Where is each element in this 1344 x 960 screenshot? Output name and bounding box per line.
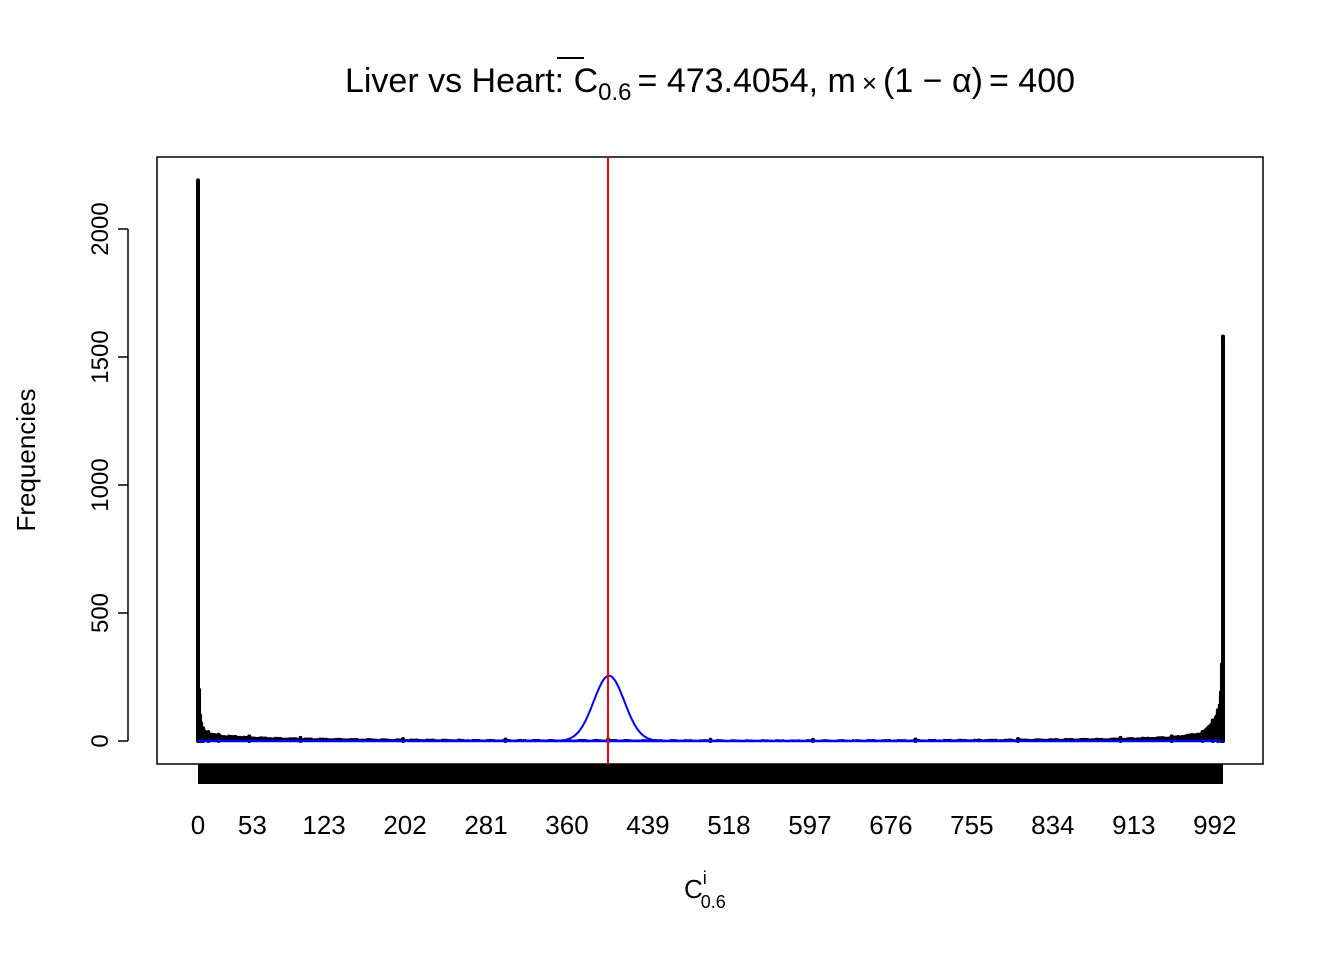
title-stat-value: = 473.4054, m xyxy=(638,62,856,100)
histogram-bars xyxy=(196,178,1225,743)
x-tick-label: 202 xyxy=(383,810,426,840)
y-axis: 0 500 1000 1500 2000 xyxy=(87,202,129,748)
x-tick-label: 0 xyxy=(191,810,205,840)
y-tick-label: 500 xyxy=(87,593,114,633)
x-tick-label: 676 xyxy=(869,810,912,840)
rug-marks xyxy=(198,764,1223,784)
x-tick-label: 53 xyxy=(238,810,267,840)
normal-curve xyxy=(198,674,1223,742)
x-tick-label: 360 xyxy=(545,810,588,840)
title-paren-expr: (1 − α) xyxy=(883,62,983,100)
x-tick-label: 281 xyxy=(464,810,507,840)
y-tick-label: 2000 xyxy=(87,202,114,255)
xlabel-subscript: 0.6 xyxy=(701,892,726,912)
plot-box xyxy=(156,156,1264,765)
x-axis-label: Ci 0.6 xyxy=(684,868,726,912)
xlabel-superscript: i xyxy=(703,868,707,888)
title-times: × xyxy=(862,68,877,98)
x-axis: 0 53 123 202 281 360 439 518 597 676 755 834 913 992 xyxy=(191,810,1237,840)
y-tick-label: 0 xyxy=(87,734,114,747)
title-stat-subscript: 0.6 xyxy=(598,79,631,106)
title-prefix: Liver vs Heart: xyxy=(345,62,574,100)
title-stat-symbol: C xyxy=(574,62,599,100)
xlabel-symbol: C xyxy=(684,874,703,904)
y-tick-label: 1500 xyxy=(87,330,114,383)
x-tick-label: 992 xyxy=(1193,810,1236,840)
x-tick-label: 834 xyxy=(1031,810,1074,840)
x-tick-label: 123 xyxy=(302,810,345,840)
x-tick-label: 597 xyxy=(788,810,831,840)
x-tick-label: 518 xyxy=(707,810,750,840)
y-tick-label: 1000 xyxy=(87,458,114,511)
title-rhs: = 400 xyxy=(989,62,1075,100)
x-tick-label: 913 xyxy=(1112,810,1155,840)
x-tick-label: 439 xyxy=(626,810,669,840)
y-axis-label: Frequencies xyxy=(11,388,41,531)
chart-title: Liver vs Heart: C0.6 = 473.4054, m × (1 − α… xyxy=(345,62,1075,106)
x-tick-label: 755 xyxy=(950,810,993,840)
